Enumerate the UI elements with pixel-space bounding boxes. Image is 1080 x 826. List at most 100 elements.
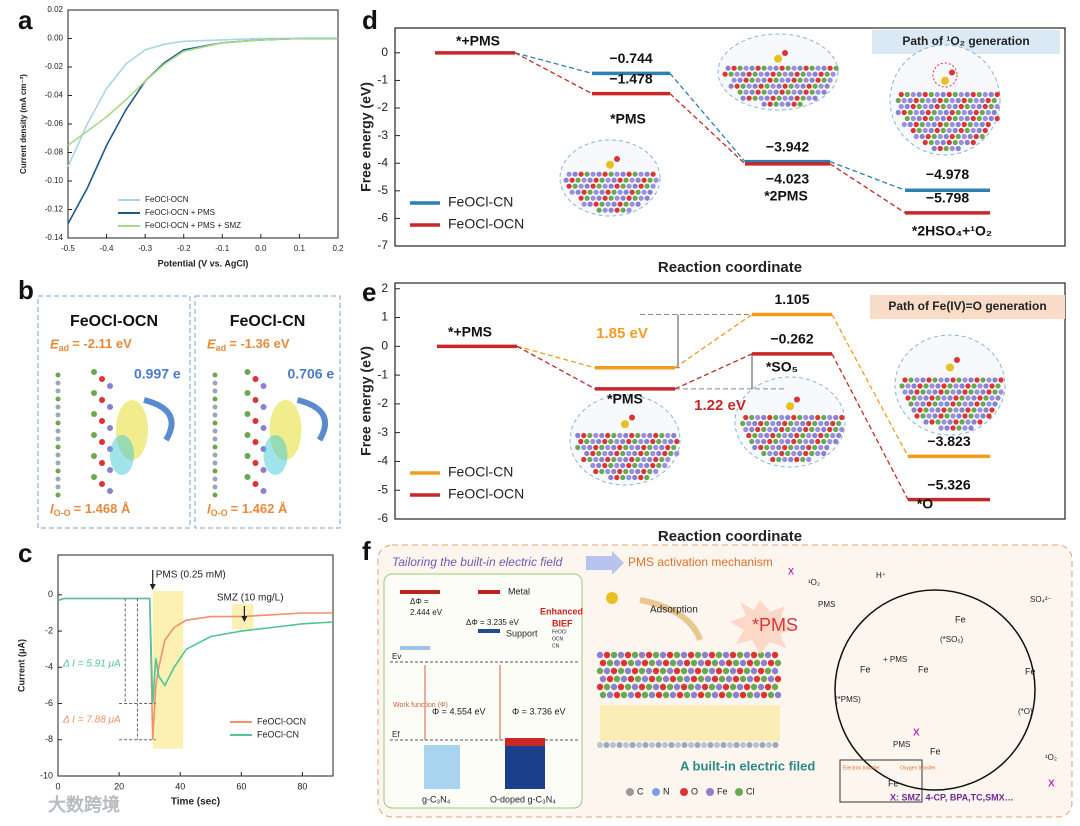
diagram-text: ¹O₂: [1045, 753, 1057, 762]
atom: [624, 683, 632, 691]
state-label: *2HSO₄+¹O₂: [912, 223, 992, 239]
atom: [749, 438, 755, 445]
atom: [797, 101, 803, 107]
atom: [941, 383, 947, 389]
atom: [596, 183, 602, 189]
y-tick-label: -1: [377, 367, 388, 381]
atom: [962, 413, 968, 419]
diagram-text: Fe: [930, 746, 941, 756]
atom: [578, 171, 584, 177]
atom: [913, 133, 919, 140]
atom: [974, 389, 980, 395]
atom: [620, 195, 626, 201]
diagram-text: SO₄²⁻: [1030, 595, 1052, 604]
atom: [687, 651, 695, 659]
y-tick-label: 1: [381, 310, 388, 324]
y-tick-label: 0: [381, 45, 388, 59]
atom: [895, 109, 901, 116]
atom: [791, 450, 797, 457]
atom: [645, 667, 653, 675]
atom: [925, 121, 931, 128]
atom: [602, 195, 608, 201]
atom: [782, 50, 788, 56]
atom: [779, 438, 785, 445]
diagram-text: X: [788, 566, 794, 576]
connector: [516, 345, 596, 369]
atom: [821, 426, 827, 433]
atom: [935, 395, 941, 401]
atom: [974, 377, 980, 383]
atom: [980, 389, 986, 395]
atom: [614, 195, 620, 201]
atom: [750, 667, 758, 675]
atom: [650, 450, 656, 457]
atom: [575, 444, 581, 451]
atom: [946, 91, 952, 98]
atom: [771, 667, 779, 675]
atom: [937, 109, 943, 116]
atom: [610, 683, 618, 691]
atom: [766, 742, 772, 748]
atom: [722, 667, 730, 675]
atom: [965, 407, 971, 413]
atom: [753, 691, 761, 699]
atom: [956, 389, 962, 395]
atom: [746, 659, 754, 667]
atom: [596, 651, 604, 659]
subscript: ad: [59, 343, 70, 353]
atom: [953, 407, 959, 413]
atom: [899, 383, 905, 389]
diagram-text: Ef: [392, 730, 400, 739]
atom: [627, 675, 635, 683]
atom: [736, 651, 744, 659]
legend-atom: [735, 788, 743, 796]
atom: [610, 651, 618, 659]
atom: [596, 438, 602, 445]
atom: [931, 97, 937, 104]
atom: [794, 444, 800, 451]
atom: [650, 183, 656, 189]
atom: [91, 390, 97, 396]
atom: [749, 414, 755, 421]
value-label: −5.798: [926, 190, 969, 206]
atom: [800, 444, 806, 451]
atom: [746, 432, 752, 439]
atom: [587, 201, 593, 207]
atom: [212, 484, 218, 490]
atom: [955, 121, 961, 128]
atom: [620, 691, 628, 699]
atom: [943, 133, 949, 140]
atom: [739, 691, 747, 699]
atom: [956, 425, 962, 431]
atom: [815, 450, 821, 457]
atom: [989, 395, 995, 401]
atom: [770, 83, 776, 89]
atom: [950, 389, 956, 395]
atom: [941, 76, 949, 85]
atom: [952, 91, 958, 98]
atom: [260, 404, 267, 410]
atom: [641, 432, 647, 439]
atom: [617, 432, 623, 439]
atom: [806, 83, 812, 89]
atom: [733, 742, 740, 748]
atom: [635, 177, 641, 183]
atom: [212, 428, 218, 434]
atom: [985, 97, 991, 104]
atom: [983, 407, 989, 413]
atom: [904, 91, 910, 98]
atom: [715, 683, 723, 691]
atom: [910, 103, 916, 110]
atom: [946, 139, 952, 146]
atom: [596, 171, 602, 177]
diagram-text: g-C₃N₄: [422, 794, 451, 804]
atom: [809, 414, 815, 421]
atom: [902, 377, 908, 383]
atom: [779, 414, 785, 421]
atom: [608, 462, 614, 469]
atom: [587, 177, 593, 183]
state-label: *SO₅: [766, 359, 798, 375]
atom: [934, 139, 940, 146]
atom: [934, 115, 940, 122]
